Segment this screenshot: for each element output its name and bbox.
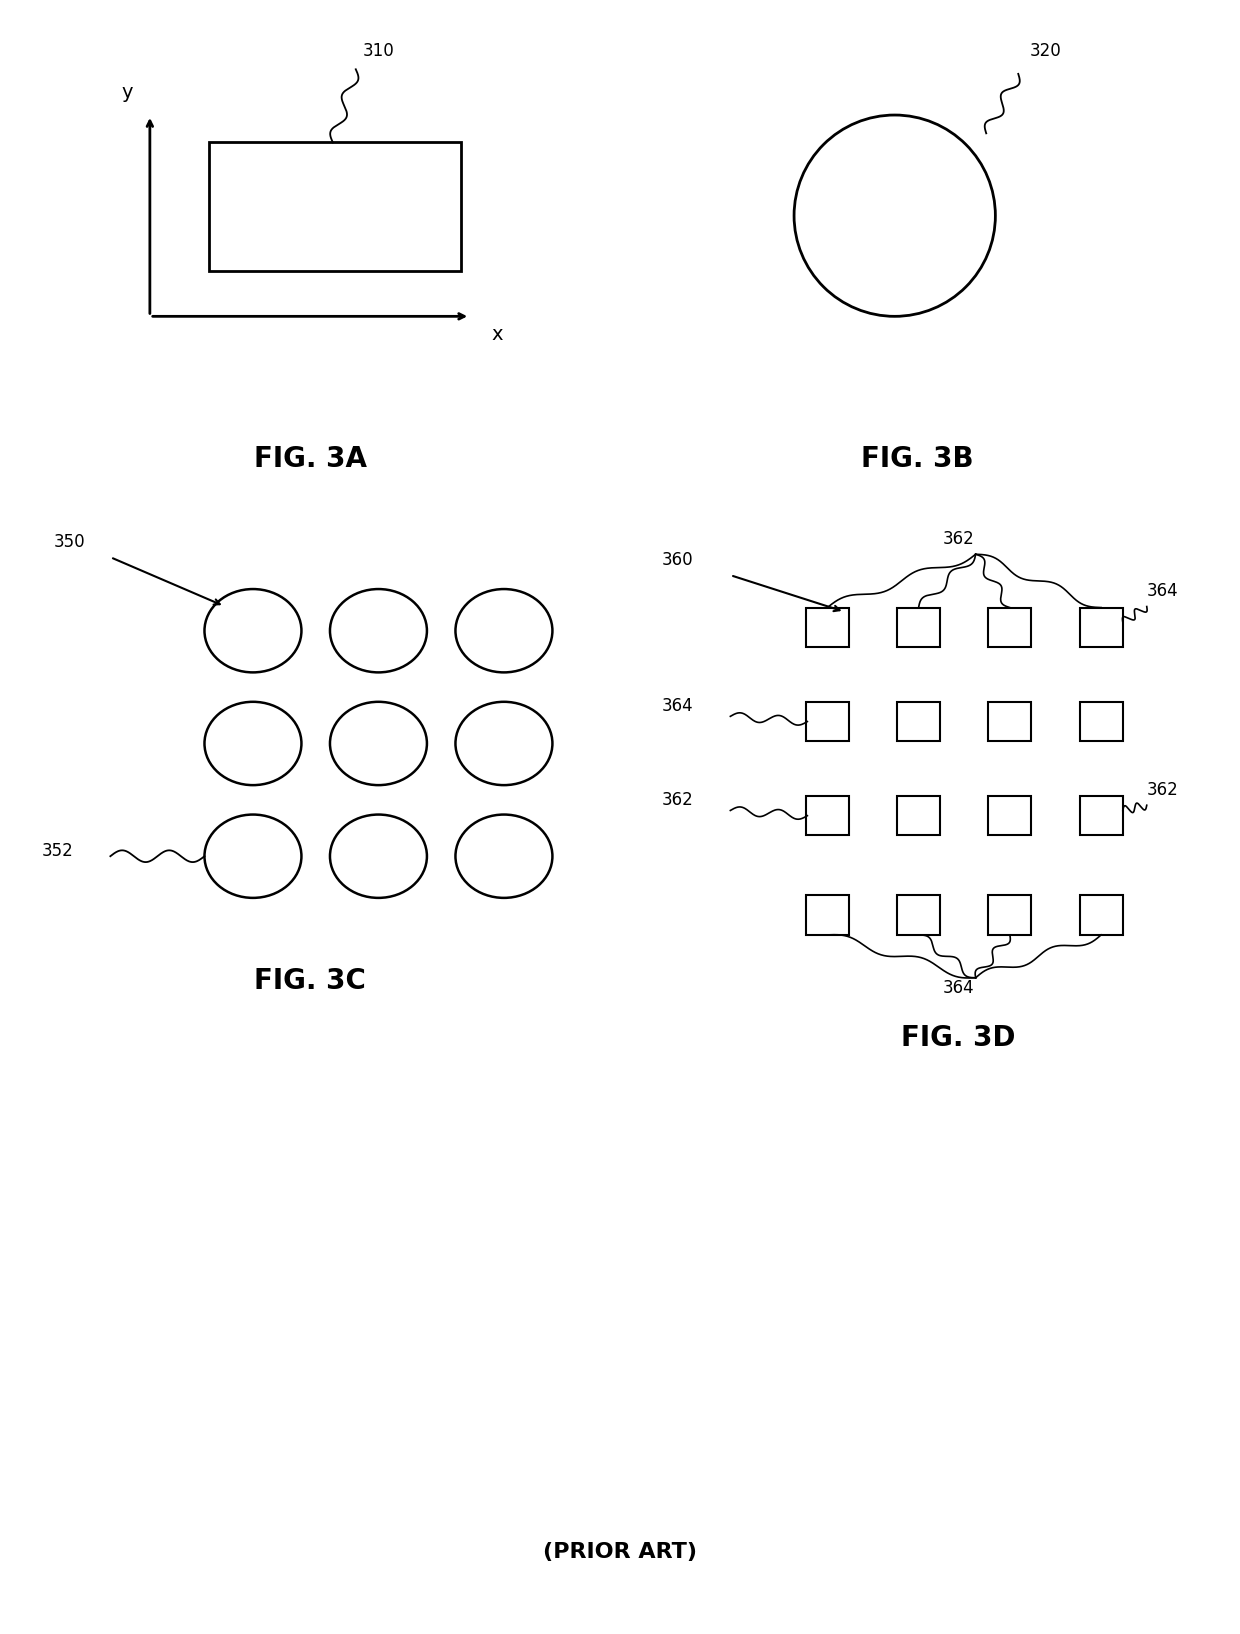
Bar (1080, 703, 1122, 742)
Bar (988, 703, 1032, 742)
Text: 310: 310 (363, 41, 394, 59)
Circle shape (205, 590, 301, 673)
Circle shape (330, 815, 427, 899)
Bar (898, 895, 940, 935)
Bar (988, 608, 1032, 647)
Circle shape (455, 590, 553, 673)
Text: x: x (492, 325, 503, 345)
Bar (1080, 895, 1122, 935)
Bar (210, 142, 461, 271)
Circle shape (794, 114, 996, 317)
Circle shape (330, 590, 427, 673)
Bar (898, 703, 940, 742)
Text: FIG. 3D: FIG. 3D (901, 1025, 1016, 1052)
Text: 350: 350 (53, 533, 86, 551)
Bar (806, 703, 848, 742)
Text: 364: 364 (1147, 582, 1178, 600)
Circle shape (330, 703, 427, 786)
Text: 364: 364 (942, 979, 975, 997)
Bar (988, 895, 1032, 935)
Bar (1080, 608, 1122, 647)
Text: 360: 360 (662, 551, 693, 569)
Bar (806, 608, 848, 647)
Text: FIG. 3A: FIG. 3A (253, 446, 367, 474)
Text: 320: 320 (1030, 41, 1061, 59)
Bar (1080, 796, 1122, 835)
Text: FIG. 3B: FIG. 3B (862, 446, 973, 474)
Text: y: y (122, 83, 133, 101)
Circle shape (455, 703, 553, 786)
Bar (806, 895, 848, 935)
Text: 352: 352 (42, 842, 73, 859)
Text: (PRIOR ART): (PRIOR ART) (543, 1542, 697, 1562)
Text: 362: 362 (1147, 781, 1178, 799)
Bar (988, 796, 1032, 835)
Circle shape (455, 815, 553, 899)
Text: 362: 362 (942, 529, 975, 547)
Bar (898, 796, 940, 835)
Circle shape (205, 703, 301, 786)
Bar (806, 796, 848, 835)
Bar (898, 608, 940, 647)
Circle shape (205, 815, 301, 899)
Text: 364: 364 (662, 698, 693, 716)
Text: 362: 362 (662, 791, 693, 809)
Text: FIG. 3C: FIG. 3C (254, 967, 366, 995)
